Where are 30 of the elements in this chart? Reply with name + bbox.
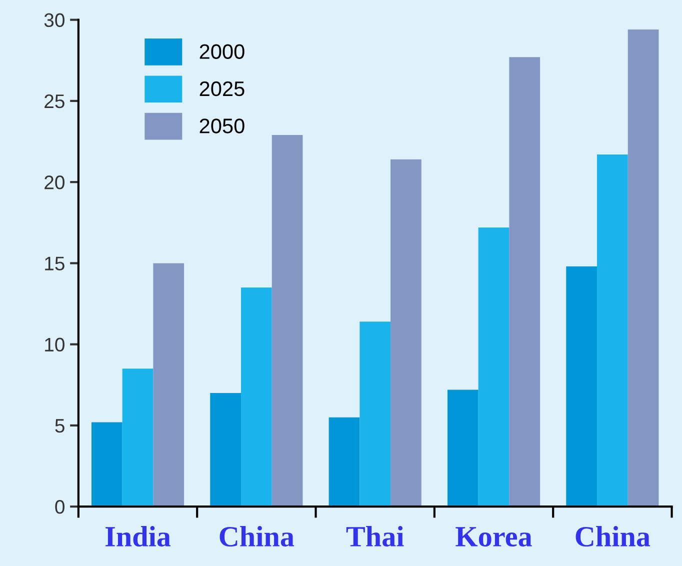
x-tick-label: Thai <box>346 526 404 547</box>
bar <box>122 368 154 507</box>
bar <box>509 57 540 507</box>
y-tick-label: 10 <box>45 338 64 352</box>
x-tick-label: India <box>106 526 171 547</box>
bar <box>241 288 272 507</box>
y-tick-label: 15 <box>45 256 64 270</box>
bar <box>91 422 122 507</box>
legend-label: 2025 <box>200 81 244 96</box>
bar <box>478 227 510 507</box>
bar <box>628 30 659 507</box>
bar <box>597 154 628 507</box>
bar <box>153 263 184 507</box>
legend-label: 2000 <box>200 44 244 59</box>
y-tick-label: 0 <box>55 500 64 514</box>
y-tick-label: 20 <box>44 176 64 190</box>
bar <box>360 322 391 507</box>
bar <box>272 135 303 507</box>
x-tick-label: Korea <box>456 527 532 547</box>
x-tick-label: China <box>576 526 650 547</box>
bar <box>328 417 360 507</box>
bar <box>566 266 598 507</box>
x-tick-label: China <box>220 526 294 547</box>
legend-label: 2050 <box>200 118 244 134</box>
y-tick-label: 25 <box>44 94 64 108</box>
bar <box>447 390 478 507</box>
y-tick-label: 5 <box>55 419 64 433</box>
bar <box>390 159 422 507</box>
y-tick-label: 30 <box>44 13 64 28</box>
bar <box>210 392 242 507</box>
